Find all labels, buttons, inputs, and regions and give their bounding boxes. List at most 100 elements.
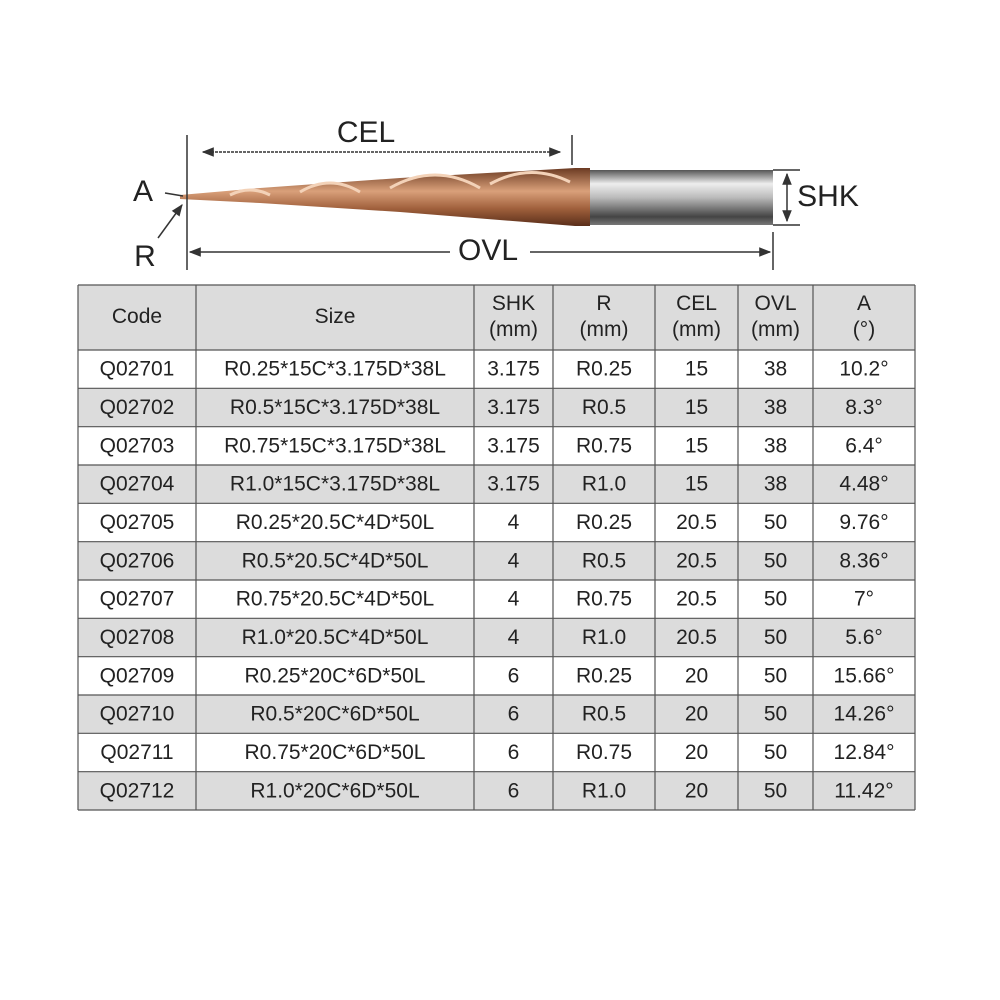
table-cell: 38 xyxy=(764,434,787,457)
table-cell: 50 xyxy=(764,549,787,572)
table-cell: 50 xyxy=(764,511,787,534)
table-cell: 4 xyxy=(508,549,520,572)
table-cell: R1.0 xyxy=(582,626,626,649)
table-cell: 4 xyxy=(508,511,520,534)
table-cell: R1.0 xyxy=(582,779,626,802)
table-cell: 4 xyxy=(508,588,520,611)
table-cell: 15 xyxy=(685,396,708,419)
table-cell: Q02704 xyxy=(100,473,175,496)
table-cell: 50 xyxy=(764,588,787,611)
table-cell: R1.0 xyxy=(582,473,626,496)
table-cell: 8.36° xyxy=(839,549,888,572)
a-pointer xyxy=(164,192,184,197)
header-cell: (mm) xyxy=(672,318,721,341)
table-cell: 38 xyxy=(764,358,787,381)
table-cell: 20 xyxy=(685,703,708,726)
table-cell: R0.5*20.5C*4D*50L xyxy=(242,549,429,572)
row-bg xyxy=(78,388,915,427)
table-cell: 3.175 xyxy=(487,434,540,457)
table-cell: 50 xyxy=(764,626,787,649)
table-cell: 6 xyxy=(508,779,520,802)
table-cell: R0.25*20C*6D*50L xyxy=(245,664,426,687)
table-cell: R1.0*20C*6D*50L xyxy=(250,779,419,802)
table-cell: R0.5*15C*3.175D*38L xyxy=(230,396,440,419)
table-cell: Q02708 xyxy=(100,626,175,649)
table-cell: R0.75*20C*6D*50L xyxy=(245,741,426,764)
table-cell: Q02712 xyxy=(100,779,175,802)
table-cell: R0.5 xyxy=(582,396,626,419)
header-cell: OVL xyxy=(754,292,796,315)
table-cell: 8.3° xyxy=(845,396,883,419)
row-bg xyxy=(78,771,915,810)
table-cell: Q02705 xyxy=(100,511,175,534)
header-cell: R xyxy=(596,292,611,315)
table-cell: 14.26° xyxy=(834,703,895,726)
flutes xyxy=(180,168,590,226)
table-cell: 11.42° xyxy=(834,779,893,802)
a-label: A xyxy=(133,175,153,208)
table-cell: 20.5 xyxy=(676,588,717,611)
table-cell: 50 xyxy=(764,703,787,726)
tool-drawing: CEL A R OVL SHK xyxy=(133,116,859,273)
cel-label: CEL xyxy=(337,116,395,149)
table-cell: Q02711 xyxy=(100,741,173,764)
table-cell: R0.75 xyxy=(576,434,632,457)
header-cell: (mm) xyxy=(489,318,538,341)
table-cell: R1.0*15C*3.175D*38L xyxy=(230,473,440,496)
table-cell: R0.25 xyxy=(576,358,632,381)
table-cell: 15 xyxy=(685,434,708,457)
table-cell: 38 xyxy=(764,473,787,496)
table-cell: 20 xyxy=(685,779,708,802)
table-cell: Q02703 xyxy=(100,434,175,457)
header-cell: CEL xyxy=(676,292,717,315)
table-cell: 12.84° xyxy=(834,741,895,764)
table-cell: R0.25*15C*3.175D*38L xyxy=(224,358,446,381)
header-cell: (°) xyxy=(853,318,875,341)
table-cell: R0.75*15C*3.175D*38L xyxy=(224,434,446,457)
table-cell: R0.75*20.5C*4D*50L xyxy=(236,588,434,611)
table-cell: R0.25*20.5C*4D*50L xyxy=(236,511,434,534)
table-cell: R0.5 xyxy=(582,549,626,572)
table-cell: 20 xyxy=(685,741,708,764)
table-cell: Q02710 xyxy=(100,703,175,726)
row-bg xyxy=(78,465,915,504)
r-label: R xyxy=(134,240,156,273)
row-bg xyxy=(78,618,915,657)
table-cell: Q02702 xyxy=(100,396,175,419)
header-cell: Size xyxy=(315,305,356,328)
table-cell: 20.5 xyxy=(676,511,717,534)
table-cell: 15 xyxy=(685,358,708,381)
table-cell: 6 xyxy=(508,741,520,764)
header-bg xyxy=(78,285,915,350)
table-cell: R0.5 xyxy=(582,703,626,726)
flute-highlight xyxy=(229,171,571,197)
table-cell: R0.75 xyxy=(576,741,632,764)
table-cell: 3.175 xyxy=(487,358,540,381)
table-cell: R1.0*20.5C*4D*50L xyxy=(242,626,429,649)
header-cell: (mm) xyxy=(580,318,629,341)
table-cell: 6 xyxy=(508,703,520,726)
table-cell: R0.75 xyxy=(576,588,632,611)
table-cell: 15 xyxy=(685,473,708,496)
table-cell: 3.175 xyxy=(487,473,540,496)
table-cell: Q02706 xyxy=(100,549,175,572)
table-cell: R0.25 xyxy=(576,511,632,534)
table-cell: 6 xyxy=(508,664,520,687)
table-cell: 4.48° xyxy=(839,473,888,496)
r-pointer xyxy=(157,204,183,239)
table-cell: 38 xyxy=(764,396,787,419)
table-cell: 6.4° xyxy=(845,434,883,457)
table-cell: 50 xyxy=(764,664,787,687)
shk-label: SHK xyxy=(797,180,859,213)
table-cell: Q02709 xyxy=(100,664,175,687)
header-cell: Code xyxy=(112,305,162,328)
header-cell: (mm) xyxy=(751,318,800,341)
table-cell: Q02701 xyxy=(100,358,175,381)
table-cell: 20 xyxy=(685,664,708,687)
table-cell: 7° xyxy=(854,588,874,611)
table-cell: 9.76° xyxy=(839,511,888,534)
table-cell: 15.66° xyxy=(834,664,895,687)
table-cell: 4 xyxy=(508,626,520,649)
